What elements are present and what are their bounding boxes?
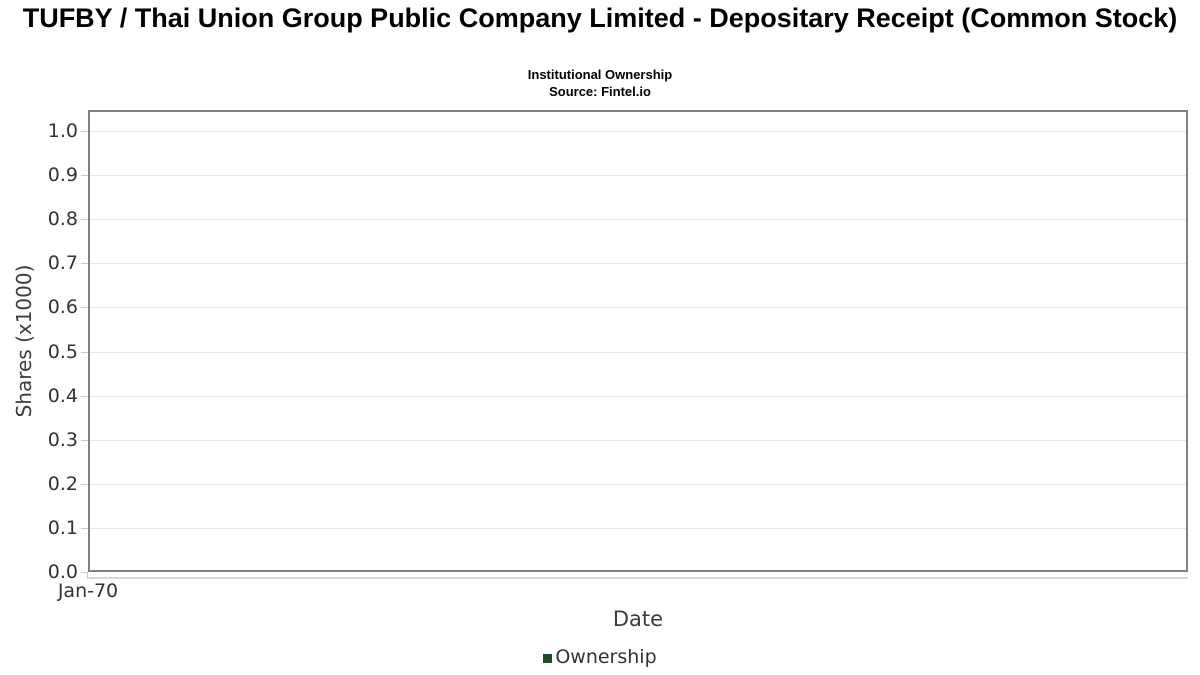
gridline bbox=[90, 352, 1186, 353]
y-tick-mark bbox=[81, 131, 88, 132]
legend-marker-ownership bbox=[543, 653, 553, 663]
gridline bbox=[90, 528, 1186, 529]
gridline bbox=[90, 219, 1186, 220]
gridline bbox=[90, 484, 1186, 485]
y-tick-label: 1.0 bbox=[47, 120, 78, 142]
y-tick-label: 0.7 bbox=[47, 252, 78, 274]
y-tick-mark bbox=[81, 175, 88, 176]
gridline bbox=[90, 396, 1186, 397]
y-tick-mark bbox=[81, 440, 88, 441]
x-axis-line bbox=[88, 577, 1188, 579]
y-tick-label: 0.3 bbox=[47, 429, 78, 451]
legend[interactable]: Ownership bbox=[0, 646, 1200, 668]
y-tick-mark bbox=[81, 307, 88, 308]
plot-area bbox=[88, 110, 1188, 572]
y-tick-mark bbox=[81, 263, 88, 264]
gridline bbox=[90, 175, 1186, 176]
x-tick-mark bbox=[87, 572, 88, 579]
gridline bbox=[90, 440, 1186, 441]
chart-subtitle: Institutional Ownership bbox=[527, 67, 673, 82]
y-tick-mark bbox=[81, 484, 88, 485]
y-tick-mark bbox=[81, 572, 88, 573]
chart-source: Source: Fintel.io bbox=[549, 84, 651, 99]
chart-title: TUFBY / Thai Union Group Public Company … bbox=[0, 2, 1200, 35]
y-tick-label: 0.0 bbox=[47, 561, 78, 583]
y-tick-mark bbox=[81, 396, 88, 397]
y-tick-label: 0.4 bbox=[47, 385, 78, 407]
y-tick-mark bbox=[81, 528, 88, 529]
y-tick-label: 0.9 bbox=[47, 164, 78, 186]
y-tick-mark bbox=[81, 352, 88, 353]
y-tick-label: 0.6 bbox=[47, 296, 78, 318]
legend-label-ownership: Ownership bbox=[555, 646, 657, 668]
y-tick-label: 0.8 bbox=[47, 208, 78, 230]
y-tick-label: 0.2 bbox=[47, 473, 78, 495]
x-tick-label: Jan-70 bbox=[57, 580, 119, 602]
y-tick-label: 0.5 bbox=[47, 341, 78, 363]
x-axis-title: Date bbox=[612, 607, 664, 631]
chart-title-text: TUFBY / Thai Union Group Public Company … bbox=[22, 3, 1178, 33]
y-tick-label: 0.1 bbox=[47, 517, 78, 539]
y-tick-mark bbox=[81, 219, 88, 220]
gridline bbox=[90, 131, 1186, 132]
gridline bbox=[90, 307, 1186, 308]
gridline bbox=[90, 263, 1186, 264]
